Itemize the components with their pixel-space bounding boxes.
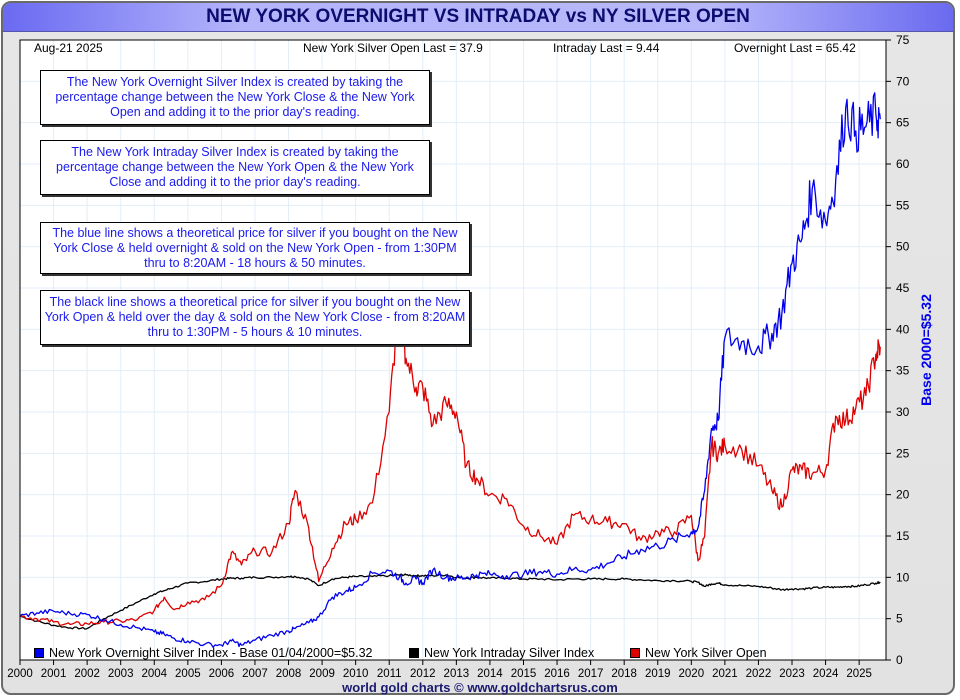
- x-tick-label: 2005: [175, 668, 201, 680]
- y-tick-label: 15: [896, 529, 910, 543]
- y-axis-label: Base 2000=$5.32: [918, 294, 934, 406]
- series-line-overnight: [19, 92, 881, 648]
- x-tick-label: 2011: [377, 668, 402, 680]
- y-tick-label: 65: [896, 116, 910, 130]
- x-tick-label: 2003: [108, 668, 134, 680]
- x-tick-label: 2023: [779, 668, 805, 680]
- y-tick-label: 5: [896, 612, 903, 626]
- x-axis: 2000 2001 2002 2003 2004 2005 2006 2007 2008 2009…: [7, 660, 872, 680]
- plot-border: [19, 39, 887, 661]
- title-bar: NEW YORK OVERNIGHT VS INTRADAY vs NY SIL…: [3, 3, 953, 32]
- legend-swatch-overnight: [34, 648, 44, 658]
- x-tick-label: 2019: [645, 668, 671, 680]
- x-tick-label: 2004: [141, 668, 167, 680]
- x-tick-label: 2024: [813, 668, 839, 680]
- series-line-open: [20, 295, 881, 627]
- legend-label-overnight: New York Overnight Silver Index - Base 0…: [49, 646, 373, 660]
- y-tick-label: 20: [896, 488, 910, 502]
- x-tick-label: 2013: [444, 668, 470, 680]
- y-tick-label: 60: [896, 157, 910, 171]
- y-tick-label: 30: [896, 405, 910, 419]
- intraday-last-readout: Intraday Last = 9.44: [553, 41, 660, 55]
- x-tick-label: 2001: [41, 668, 67, 680]
- x-tick-label: 2021: [712, 668, 738, 680]
- x-tick-label: 2017: [578, 668, 604, 680]
- x-tick-label: 2006: [209, 668, 235, 680]
- legend-label-intraday: New York Intraday Silver Index: [424, 646, 595, 660]
- x-tick-label: 2020: [679, 668, 705, 680]
- x-tick-label: 2015: [511, 668, 537, 680]
- x-tick-label: 2016: [544, 668, 570, 680]
- chart-date: Aug-21 2025: [34, 41, 103, 55]
- legend-intraday: New York Intraday Silver Index: [409, 646, 594, 660]
- y-tick-label: 55: [896, 198, 910, 212]
- x-tick-label: 2009: [309, 668, 335, 680]
- x-tick-label: 2008: [276, 668, 302, 680]
- y-axis: 0 5 10 15 20 25 30 35 40 45 50 55 60 65 70 75: [886, 33, 910, 667]
- note-overnight-index: The New York Overnight Silver Index is c…: [40, 70, 430, 125]
- x-tick-label: 2000: [7, 668, 33, 680]
- x-tick-label: 2007: [242, 668, 268, 680]
- y-tick-label: 50: [896, 240, 910, 254]
- x-tick-label: 2012: [410, 668, 436, 680]
- x-tick-label: 2002: [74, 668, 100, 680]
- x-tick-label: 2010: [343, 668, 369, 680]
- y-tick-label: 35: [896, 364, 910, 378]
- note-intraday-index: The New York Intraday Silver Index is cr…: [40, 140, 430, 195]
- x-tick-label: 2014: [477, 668, 503, 680]
- y-tick-label: 45: [896, 281, 910, 295]
- x-tick-label: 2022: [746, 668, 772, 680]
- legend-swatch-open: [630, 648, 640, 658]
- x-tick-label: 2018: [611, 668, 637, 680]
- y-tick-label: 25: [896, 446, 910, 460]
- legend-open: New York Silver Open: [630, 646, 767, 660]
- y-tick-label: 75: [896, 33, 910, 47]
- open-last-readout: New York Silver Open Last = 37.9: [303, 41, 483, 55]
- footer-credit: world gold charts © www.goldchartsrus.co…: [342, 680, 618, 695]
- legend-label-open: New York Silver Open: [645, 646, 767, 660]
- chart-title: NEW YORK OVERNIGHT VS INTRADAY vs NY SIL…: [206, 6, 750, 27]
- y-tick-label: 40: [896, 322, 910, 336]
- overnight-last-readout: Overnight Last = 65.42: [734, 41, 856, 55]
- y-tick-label: 0: [896, 653, 903, 667]
- note-black-line: The black line shows a theoretical price…: [40, 290, 470, 345]
- legend-overnight: New York Overnight Silver Index - Base 0…: [34, 646, 372, 660]
- x-tick-label: 2025: [846, 668, 872, 680]
- legend-swatch-intraday: [409, 648, 419, 658]
- note-blue-line: The blue line shows a theoretical price …: [40, 222, 470, 274]
- series-group: [19, 92, 881, 648]
- y-tick-label: 70: [896, 74, 910, 88]
- y-tick-label: 10: [896, 570, 910, 584]
